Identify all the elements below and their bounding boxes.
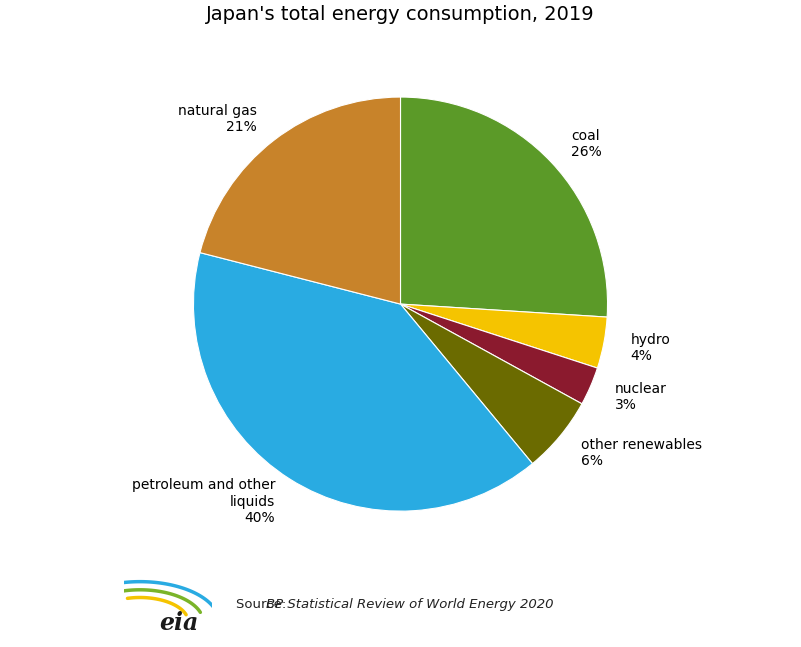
Text: eia: eia (159, 611, 199, 635)
Wedge shape (200, 97, 400, 304)
Text: nuclear
3%: nuclear 3% (615, 382, 667, 412)
Text: other renewables
6%: other renewables 6% (581, 438, 702, 468)
Text: natural gas
21%: natural gas 21% (179, 104, 257, 135)
Wedge shape (400, 304, 582, 464)
Text: BP Statistical Review of World Energy 2020: BP Statistical Review of World Energy 20… (266, 598, 553, 611)
Wedge shape (400, 97, 607, 317)
Text: petroleum and other
liquids
40%: petroleum and other liquids 40% (131, 478, 275, 525)
Wedge shape (400, 304, 598, 404)
Wedge shape (194, 252, 533, 511)
Text: Source:: Source: (236, 598, 291, 611)
Title: Japan's total energy consumption, 2019: Japan's total energy consumption, 2019 (206, 5, 595, 25)
Text: coal
26%: coal 26% (571, 129, 602, 159)
Text: hydro
4%: hydro 4% (630, 333, 670, 363)
Wedge shape (400, 304, 607, 368)
